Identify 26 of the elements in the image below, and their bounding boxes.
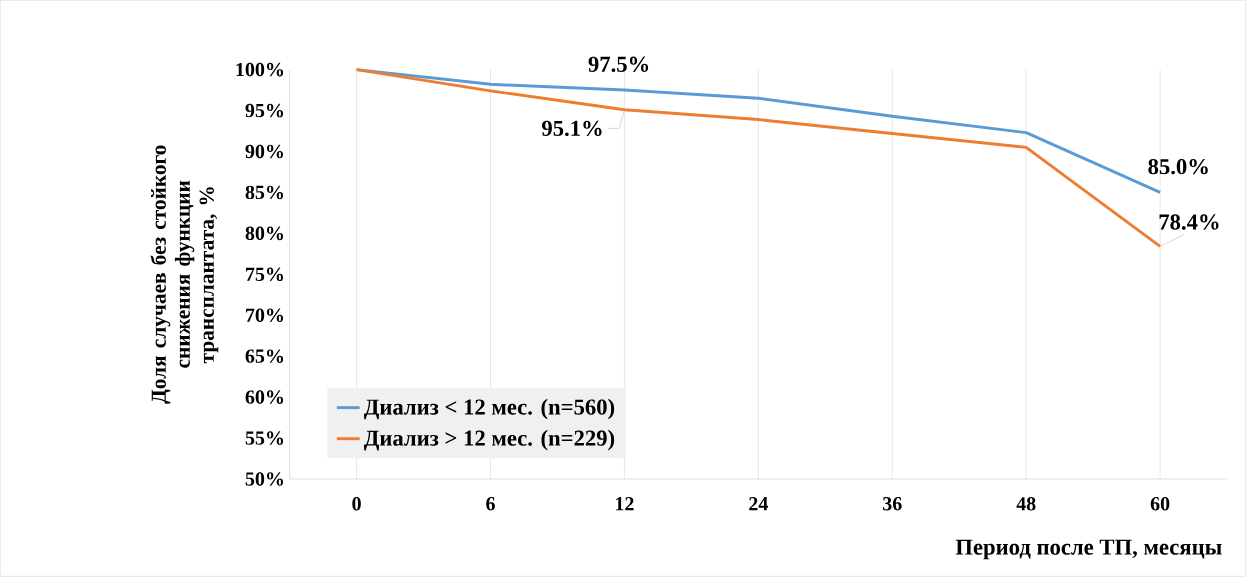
x-tick-label: 12 (616, 497, 634, 511)
y-tick-label: 80% (245, 226, 284, 241)
y-tick-label: 65% (245, 349, 284, 364)
x-axis-title: Период после ТП, месяцы (955, 539, 1222, 560)
data-label: 78.4% (1159, 214, 1219, 230)
y-tick-label: 55% (245, 431, 284, 446)
x-tick-label: 60 (1150, 497, 1170, 511)
x-tick-label: 48 (1016, 497, 1036, 511)
y-tick-label: 95% (245, 103, 284, 118)
y-tick-label: 50% (245, 472, 284, 486)
data-label: 85.0% (1148, 159, 1208, 175)
x-tick-label: 36 (883, 497, 902, 511)
x-tick-label: 24 (749, 497, 768, 511)
data-label: 97.5% (588, 56, 649, 73)
y-tick-label: 100% (236, 63, 284, 77)
legend-label: Диализ > 12 мес. (n=229) (363, 430, 615, 451)
x-tick-label: 6 (486, 497, 495, 511)
y-tick-label: 85% (245, 185, 284, 200)
y-tick-label: 90% (245, 144, 284, 159)
y-tick-label: 70% (246, 308, 284, 323)
y-tick-label: 60% (245, 390, 284, 405)
x-tick-label: 0 (352, 497, 361, 511)
data-label: 95.1% (542, 120, 602, 137)
legend-label: Диализ < 12 мес. (n=560) (363, 398, 615, 420)
y-tick-label: 75% (246, 267, 284, 282)
y-axis-title: Доля случаев без стойкого снижения функции трансплантата, % (150, 145, 219, 404)
